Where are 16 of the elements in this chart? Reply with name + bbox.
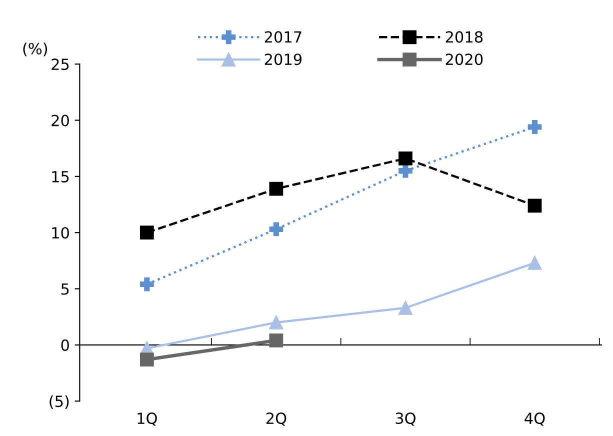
legend-label: 2020 [446,54,483,66]
y-tick-label: 25 [52,58,69,70]
x-tick-label: 4Q [524,412,545,426]
x-tick-label: 3Q [396,412,416,426]
legend-label: 2018 [446,31,483,43]
y-tick-label: (5) [50,395,69,409]
x-tick-label: 2Q [266,412,286,426]
legend-label: 2019 [264,54,302,66]
x-tick-label: 1Q [138,412,157,426]
y-tick-label: 0 [61,339,69,351]
y-tick-label: 10 [52,227,69,239]
legend-label: 2017 [264,31,302,43]
y-tick-label: 20 [52,114,69,126]
y-tick-label: 15 [52,171,69,182]
y-tick-label: 5 [61,283,69,295]
y-axis-title: (%) [23,42,48,56]
